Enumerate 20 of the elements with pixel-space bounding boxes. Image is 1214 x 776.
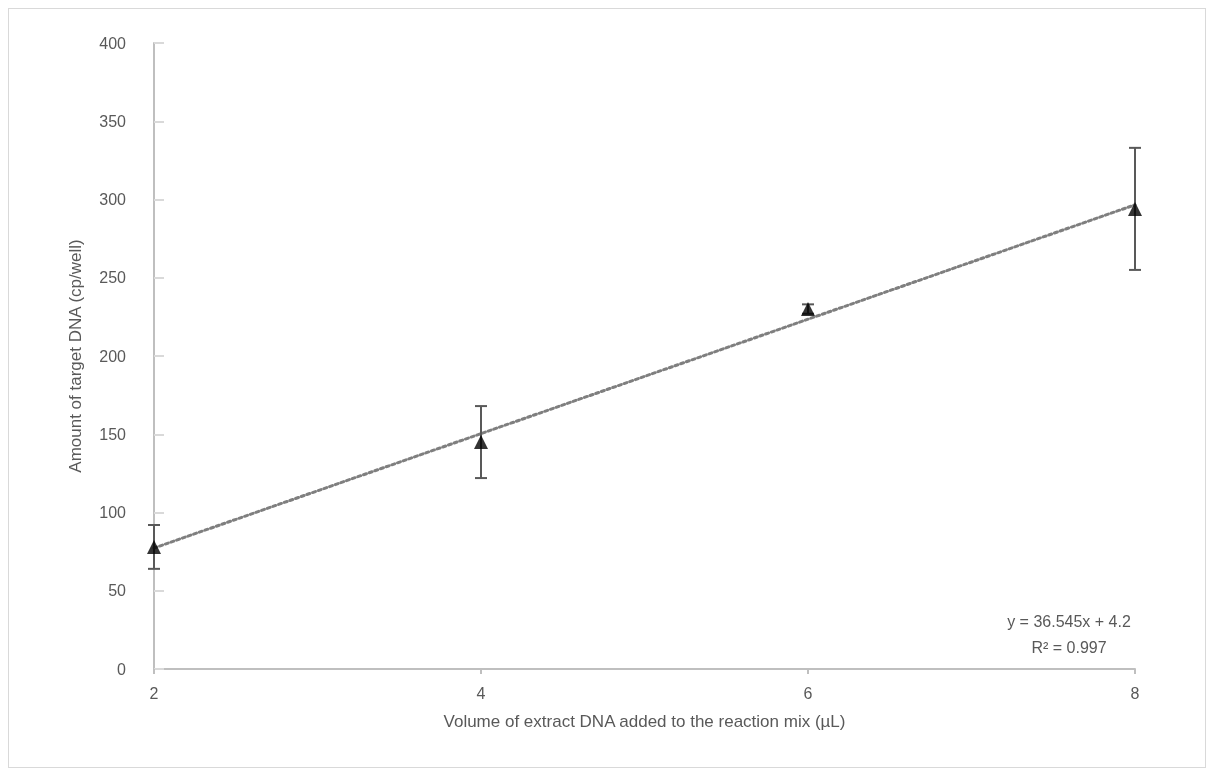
y-tick-label: 200 (99, 347, 127, 365)
x-tick-label: 4 (476, 684, 486, 702)
point (147, 539, 161, 554)
x-tick-label: 2 (149, 684, 159, 702)
y-tick-label: 250 (99, 269, 127, 287)
annotation: y = 36.545x + 4.2 (1007, 612, 1131, 630)
point (1128, 201, 1142, 216)
x-axis-title: Volume of extract DNA added to the reaction mix (µL) (443, 712, 846, 731)
y-axis-title: Amount of target DNA (cp/well) (66, 239, 85, 473)
y-tick-label: 150 (99, 425, 127, 443)
y-tick-label: 350 (99, 112, 127, 130)
annotation: R² = 0.997 (1031, 638, 1107, 656)
y-tick-label: 0 (117, 660, 127, 678)
x-tick-label: 6 (803, 684, 813, 702)
y-tick-label: 50 (108, 582, 127, 600)
y-tick-label: 300 (99, 191, 127, 208)
point (474, 435, 488, 450)
y-tick-label: 400 (99, 34, 127, 52)
x-tick-label: 8 (1130, 684, 1140, 702)
y-tick-label: 100 (99, 504, 127, 521)
